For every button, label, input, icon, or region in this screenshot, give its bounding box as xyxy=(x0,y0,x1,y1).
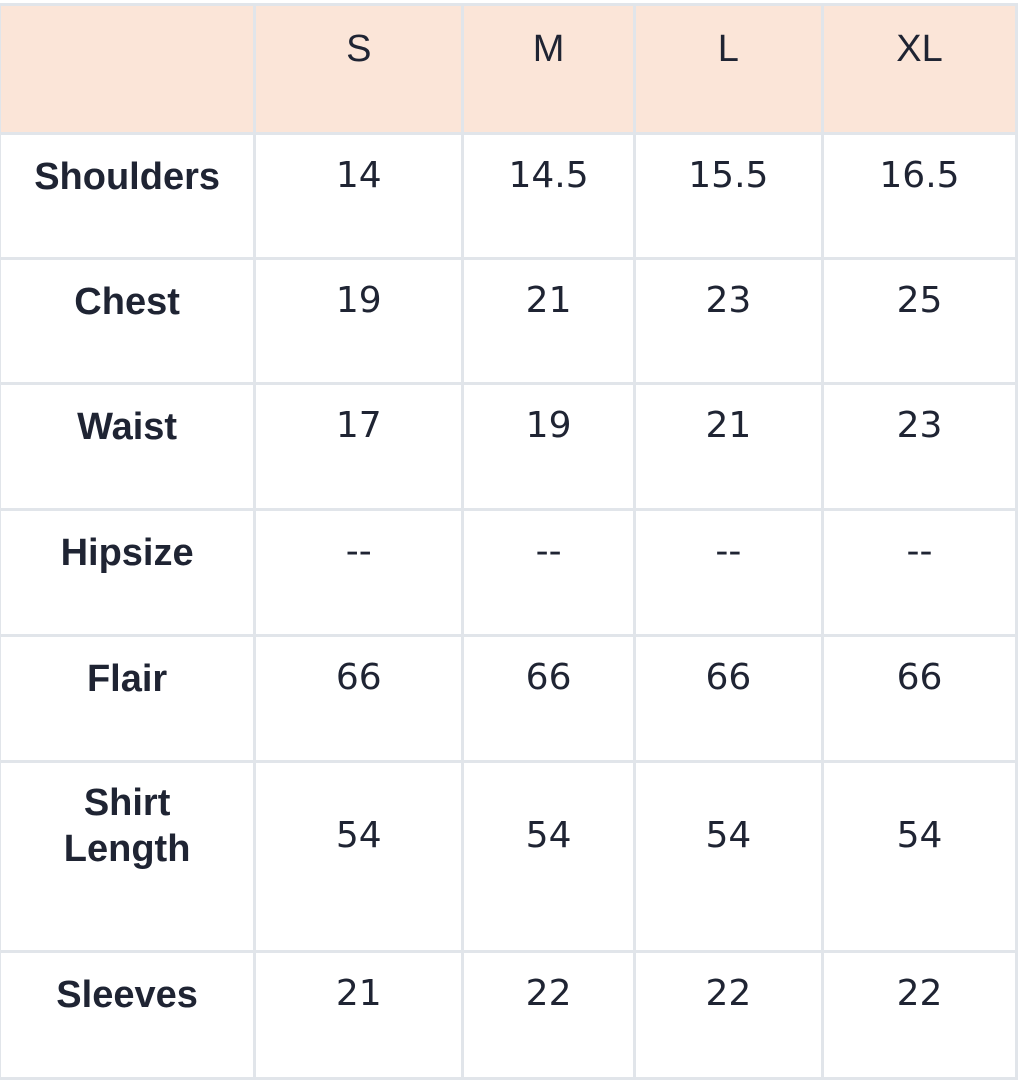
table-cell: 54 xyxy=(632,760,824,953)
table-cell: 22 xyxy=(461,950,636,1080)
table-cell: -- xyxy=(461,508,636,637)
table-cell: 23 xyxy=(632,257,824,385)
header-size-s: S xyxy=(253,3,465,135)
table-cell: 54 xyxy=(461,760,636,953)
table-cell: 66 xyxy=(253,634,465,763)
table-row: Waist 17 19 21 23 xyxy=(0,382,1019,511)
table-cell: 66 xyxy=(461,634,636,763)
header-corner xyxy=(0,3,257,135)
table-cell: 14 xyxy=(253,132,465,260)
row-label: Hipsize xyxy=(0,508,257,637)
table-cell: 25 xyxy=(820,257,1019,385)
table-cell: 19 xyxy=(461,382,636,511)
header-size-m: M xyxy=(461,3,636,135)
header-size-xl: XL xyxy=(820,3,1019,135)
table-row: Flair 66 66 66 66 xyxy=(0,634,1019,763)
table-cell: 23 xyxy=(820,382,1019,511)
table-row: Sleeves 21 22 22 22 xyxy=(0,950,1019,1080)
table-cell: 54 xyxy=(820,760,1019,953)
table-cell: 19 xyxy=(253,257,465,385)
row-label: Chest xyxy=(0,257,257,385)
table-row: Shirt Length 54 54 54 54 xyxy=(0,760,1019,953)
table-cell: 22 xyxy=(632,950,824,1080)
table-row: Hipsize -- -- -- -- xyxy=(0,508,1019,637)
table-row: Shoulders 14 14.5 15.5 16.5 xyxy=(0,132,1019,260)
header-size-l: L xyxy=(632,3,824,135)
table-cell: 14.5 xyxy=(461,132,636,260)
row-label: Waist xyxy=(0,382,257,511)
table-cell: -- xyxy=(632,508,824,637)
table-cell: 15.5 xyxy=(632,132,824,260)
table-cell: 17 xyxy=(253,382,465,511)
table-cell: 66 xyxy=(632,634,824,763)
table-cell: 66 xyxy=(820,634,1019,763)
header-row: S M L XL xyxy=(0,3,1019,135)
table-cell: 16.5 xyxy=(820,132,1019,260)
table-cell: 21 xyxy=(253,950,465,1080)
table-cell: -- xyxy=(253,508,465,637)
row-label: Sleeves xyxy=(0,950,257,1080)
row-label: Flair xyxy=(0,634,257,763)
row-label: Shoulders xyxy=(0,132,257,260)
table-cell: -- xyxy=(820,508,1019,637)
size-chart-table: S M L XL Shoulders 14 14.5 15.5 16.5 Chest 19 2… xyxy=(0,3,1019,1080)
table-row: Chest 19 21 23 25 xyxy=(0,257,1019,385)
row-label: Shirt Length xyxy=(0,760,257,953)
table-cell: 54 xyxy=(253,760,465,953)
table-cell: 22 xyxy=(820,950,1019,1080)
table-cell: 21 xyxy=(461,257,636,385)
table-cell: 21 xyxy=(632,382,824,511)
